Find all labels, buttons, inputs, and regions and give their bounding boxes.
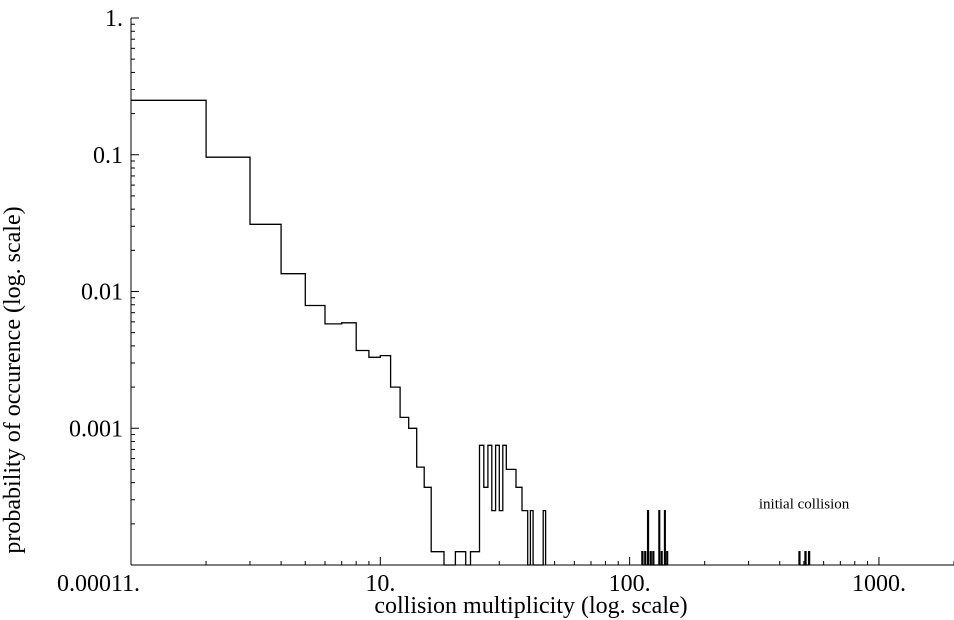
annotation-label: initial collision: [759, 496, 850, 512]
series-line-2: [641, 509, 669, 566]
y-axis-label: probability of occurence (log. scale): [0, 206, 26, 553]
series-line-3: [798, 551, 811, 566]
x-tick-label: 1.: [122, 571, 140, 597]
series-line-1: [131, 99, 547, 566]
x-axis-label: collision multiplicity (log. scale): [374, 593, 687, 619]
y-tick-label: 0.1: [93, 143, 123, 169]
y-tick-label: 1.: [105, 6, 123, 32]
y-tick-label: 0.0001: [57, 571, 123, 597]
x-tick-label: 10.: [365, 571, 395, 597]
x-tick-label: 1000.: [852, 571, 906, 597]
y-tick-label: 0.001: [69, 416, 123, 442]
y-tick-label: 0.01: [81, 280, 123, 306]
x-tick-label: 100.: [609, 571, 651, 597]
